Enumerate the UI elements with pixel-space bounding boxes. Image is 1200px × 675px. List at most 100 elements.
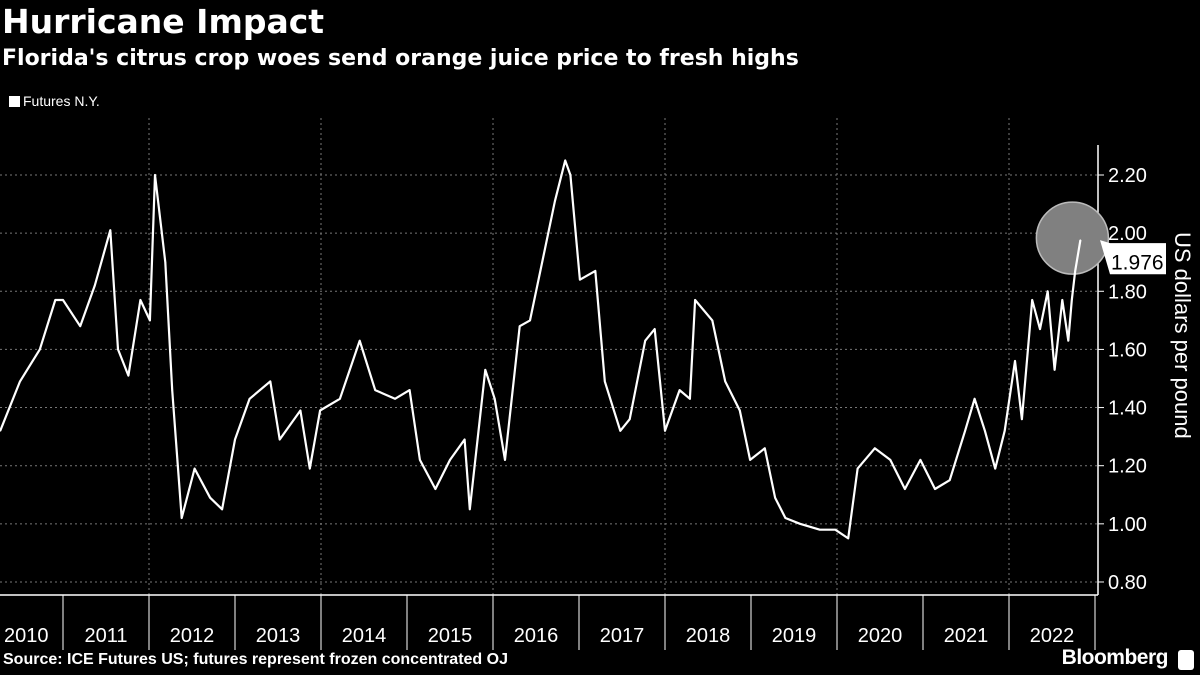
data-point <box>54 299 57 301</box>
data-point <box>834 528 837 531</box>
data-point <box>419 459 421 461</box>
data-point <box>193 467 196 470</box>
data-point <box>358 339 361 342</box>
x-tick-label: 2020 <box>858 625 903 647</box>
data-point <box>164 261 167 264</box>
x-tick-label: 2021 <box>944 625 989 647</box>
data-point <box>644 339 647 342</box>
data-point <box>1031 299 1034 301</box>
data-point <box>62 299 64 301</box>
data-point <box>1070 299 1073 301</box>
data-point <box>594 270 597 272</box>
data-point <box>493 398 496 400</box>
data-point <box>248 398 251 400</box>
data-point <box>994 467 997 470</box>
data-point <box>653 328 656 330</box>
data-point <box>948 479 951 482</box>
data-point <box>664 430 666 432</box>
data-point <box>554 200 556 202</box>
y-tick-label: 1.00 <box>1108 514 1147 536</box>
data-point <box>1014 360 1016 362</box>
data-point <box>319 409 321 412</box>
data-point <box>309 467 311 470</box>
y-tick-label: 1.60 <box>1108 339 1147 361</box>
data-point <box>434 488 437 490</box>
data-point <box>984 430 986 432</box>
y-axis-label: US dollars per pound <box>1170 232 1195 439</box>
series-line-futures-ny <box>0 159 1082 540</box>
data-point <box>904 488 906 490</box>
data-point <box>171 389 174 391</box>
x-tick-label: 2018 <box>686 625 731 647</box>
data-point <box>784 517 787 519</box>
data-point <box>604 380 606 383</box>
x-tick-label: 2019 <box>772 625 817 647</box>
y-tick-label: 2.20 <box>1108 165 1147 187</box>
data-point <box>1039 328 1041 330</box>
data-point <box>468 508 471 511</box>
data-point <box>504 459 506 461</box>
data-point <box>1021 418 1023 420</box>
x-tick-label: 2012 <box>170 625 215 647</box>
data-point <box>564 159 567 162</box>
data-point <box>154 174 156 176</box>
data-point <box>749 459 751 461</box>
chart-title: Hurricane Impact <box>2 2 325 41</box>
data-point <box>1067 339 1070 342</box>
x-tick-label: 2022 <box>1030 625 1075 647</box>
data-point <box>408 389 411 391</box>
data-point <box>180 517 183 519</box>
legend: Futures N.Y. <box>9 93 100 109</box>
data-point <box>1046 290 1049 293</box>
data-point <box>209 496 211 499</box>
last-value-callout: 1.976 <box>1100 240 1166 275</box>
x-tick-label: 2014 <box>342 625 387 647</box>
data-point <box>299 409 302 412</box>
data-point <box>579 278 581 281</box>
data-point <box>819 528 821 531</box>
data-point <box>1079 239 1082 241</box>
data-point <box>449 459 451 461</box>
data-point <box>739 409 741 412</box>
data-point <box>1074 270 1077 272</box>
data-point <box>919 459 922 461</box>
data-point <box>1053 368 1056 371</box>
data-point <box>678 389 681 391</box>
data-point <box>339 398 341 400</box>
data-point <box>94 284 96 287</box>
last-value-flag <box>1100 240 1166 275</box>
data-point <box>689 398 691 400</box>
data-point <box>889 459 892 461</box>
data-point <box>38 348 41 351</box>
data-point <box>711 319 714 322</box>
data-point <box>964 430 966 432</box>
data-point <box>774 496 776 499</box>
data-point <box>934 488 936 490</box>
data-point <box>463 438 466 441</box>
data-point <box>619 430 622 432</box>
data-point <box>543 249 546 252</box>
y-tick-label: 1.20 <box>1108 456 1147 478</box>
brand-logo: Bloomberg <box>1061 646 1169 669</box>
data-point <box>139 299 142 301</box>
y-tick-label: 2.00 <box>1108 223 1147 245</box>
data-point <box>1003 430 1006 432</box>
data-point <box>0 430 2 432</box>
data-point <box>484 368 487 371</box>
data-point <box>1061 299 1064 301</box>
bloomberg-chart-icon <box>1178 650 1194 670</box>
data-point <box>694 299 696 301</box>
x-tick-label: 2016 <box>514 625 559 647</box>
data-point <box>799 523 801 525</box>
y-tick-label: 0.80 <box>1108 572 1147 594</box>
legend-label: Futures N.Y. <box>23 93 100 109</box>
data-point <box>529 319 531 322</box>
x-tick-label: 2017 <box>600 625 645 647</box>
data-point <box>724 380 726 383</box>
data-point <box>234 438 236 441</box>
source-note: Source: ICE Futures US; futures represen… <box>3 651 508 668</box>
highlight-circle <box>1035 201 1110 275</box>
data-point <box>569 174 572 176</box>
data-point <box>269 380 272 383</box>
